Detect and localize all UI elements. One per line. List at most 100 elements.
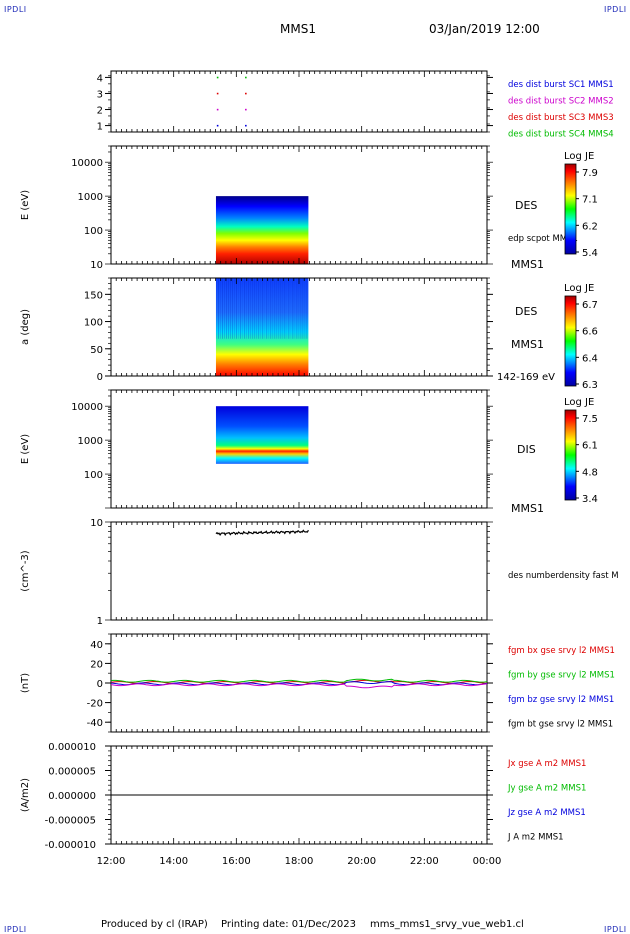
panel-3-y-tick-label: 1000 <box>78 436 103 447</box>
des-pitch-texture-strip <box>268 278 270 339</box>
panel-1-instrument-label: DES <box>515 199 537 212</box>
des-pitch-texture-strip <box>219 278 221 339</box>
des-pitch-texture-strip <box>246 278 248 339</box>
bfield-legend-entry: fgm bt gse srvy l2 MMS1 <box>508 720 613 730</box>
corner-label-bottom-left: IPDLI <box>4 925 27 934</box>
burst-point <box>245 92 247 95</box>
corner-label-bottom-right: IPDLI <box>604 925 627 934</box>
panel-2-y-tick-label: 0 <box>97 372 103 383</box>
panel-2-spacecraft-label: MMS1 <box>511 338 544 351</box>
panel-1-y-tick-label: 100 <box>84 226 103 237</box>
des-pitch-texture-strip <box>254 278 256 339</box>
current-legend-entry: Jz gse A m2 MMS1 <box>507 808 586 818</box>
panel-0-y-tick-label: 2 <box>97 106 103 117</box>
panel-0-y-tick-label: 1 <box>97 122 103 133</box>
des-pitch-texture-strip <box>272 278 274 339</box>
des-pitch-spectrogram <box>215 278 309 376</box>
panel-2-energy-range-label: 142-169 eV <box>497 372 555 383</box>
panel-2-instrument-label: DES <box>515 305 537 318</box>
burst-legend-entry: des dist burst SC1 MMS1 <box>508 80 614 90</box>
des-pitch-texture-strip <box>274 278 276 339</box>
des-pitch-texture-strip <box>288 278 290 339</box>
burst-legend-entry: des dist burst SC2 MMS2 <box>508 97 614 107</box>
bfield-legend-entry: fgm bx gse srvy l2 MMS1 <box>508 646 615 656</box>
panel-4-frame <box>110 521 488 621</box>
panel-2-y-tick-label: 100 <box>84 318 103 329</box>
des-pitch-texture-strip <box>270 278 272 339</box>
des-pitch-texture-strip <box>232 278 234 339</box>
colorbar-1-tick-label: 5.4 <box>582 248 598 259</box>
des-pitch-texture-strip <box>221 278 223 339</box>
colorbar-2 <box>564 295 577 387</box>
panel-6-y-tick-label: -0.000010 <box>45 840 96 851</box>
des-pitch-texture-strip <box>264 278 266 339</box>
des-pitch-texture-strip <box>302 278 304 339</box>
des-pitch-texture-strip <box>238 278 240 339</box>
bfield-legend-entry: fgm bz gse srvy l2 MMS1 <box>508 695 614 705</box>
colorbar-2-tick-label: 6.3 <box>582 380 598 391</box>
colorbar-1-tick-label: 6.2 <box>582 221 598 232</box>
burst-point <box>245 108 247 111</box>
panel-3-instrument-label: DIS <box>517 443 536 456</box>
colorbar-3-tick-label: 4.8 <box>582 467 598 478</box>
bfield-series-line <box>110 681 488 686</box>
panel-3-y-tick-label: 10000 <box>71 402 103 413</box>
panel-5-y-tick-label: -20 <box>87 699 103 710</box>
x-tick-label: 22:00 <box>410 856 439 867</box>
colorbar-2-tick-label: 6.7 <box>582 300 598 311</box>
x-tick-label: 12:00 <box>97 856 126 867</box>
colorbar-3-tick-label: 7.5 <box>582 414 598 425</box>
panel-5-y-tick-label: -40 <box>87 718 103 729</box>
x-tick-label: 20:00 <box>347 856 376 867</box>
x-tick-label: 16:00 <box>222 856 251 867</box>
des-pitch-texture-strip <box>228 278 230 339</box>
des-pitch-texture-strip <box>252 278 254 339</box>
panel-2-y-tick-label: 150 <box>84 290 103 301</box>
panel-3-y-label: E (eV) <box>20 434 31 464</box>
des-pitch-texture-strip <box>282 278 284 339</box>
panel-3-spacecraft-label: MMS1 <box>511 502 544 515</box>
panel-6-y-label: (A/m2) <box>20 778 31 812</box>
dis-energy-spectrogram <box>215 406 309 464</box>
panel-4-y-label: (cm^-3) <box>20 550 31 591</box>
panel-1-y-tick-label: 10000 <box>71 158 103 169</box>
burst-point <box>245 124 247 127</box>
burst-legend-entry: des dist burst SC4 MMS4 <box>508 130 614 140</box>
des-energy-spectrogram <box>215 196 309 264</box>
des-pitch-texture-strip <box>306 278 308 339</box>
colorbar-3-tick-label: 3.4 <box>582 494 598 505</box>
density-legend-entry: des numberdensity fast M <box>508 571 619 581</box>
des-pitch-texture-strip <box>260 278 262 339</box>
burst-point <box>245 76 247 79</box>
panel-5-y-tick-label: 40 <box>90 640 103 651</box>
des-pitch-texture-strip <box>300 278 302 339</box>
colorbar-3 <box>564 409 577 501</box>
bfield-series-line <box>110 678 488 683</box>
colorbar-2-tick-label: 6.4 <box>582 353 598 364</box>
des-pitch-texture-strip <box>280 278 282 339</box>
panel-1-y-tick-label: 10 <box>90 260 103 271</box>
datetime-title: 03/Jan/2019 12:00 <box>429 22 540 36</box>
panel-1-y-label: E (eV) <box>20 190 31 220</box>
des-pitch-texture-strip <box>292 278 294 339</box>
panel-6-y-tick-label: 0.000000 <box>48 791 96 802</box>
des-pitch-texture-strip <box>215 278 217 339</box>
panel-6-y-tick-label: -0.000005 <box>45 816 96 827</box>
bfield-legend-entry: fgm by gse srvy l2 MMS1 <box>508 671 615 681</box>
panel-2-y-label: a (deg) <box>20 309 31 345</box>
burst-point <box>216 124 219 127</box>
des-pitch-texture-strip <box>234 278 236 339</box>
des-pitch-texture-strip <box>294 278 296 339</box>
des-pitch-texture-strip <box>242 278 244 339</box>
panel-5-y-tick-label: 20 <box>90 659 103 670</box>
colorbar-2-title: Log JE <box>564 283 594 294</box>
x-tick-label: 00:00 <box>473 856 502 867</box>
des-pitch-texture-strip <box>217 278 219 339</box>
des-pitch-texture-strip <box>248 278 250 339</box>
colorbar-3-tick-label: 6.1 <box>582 441 598 452</box>
des-pitch-texture-strip <box>240 278 242 339</box>
panel-6-y-tick-label: 0.000010 <box>48 742 96 753</box>
des-pitch-texture-strip <box>278 278 280 339</box>
panel-0-y-tick-label: 3 <box>97 89 103 100</box>
